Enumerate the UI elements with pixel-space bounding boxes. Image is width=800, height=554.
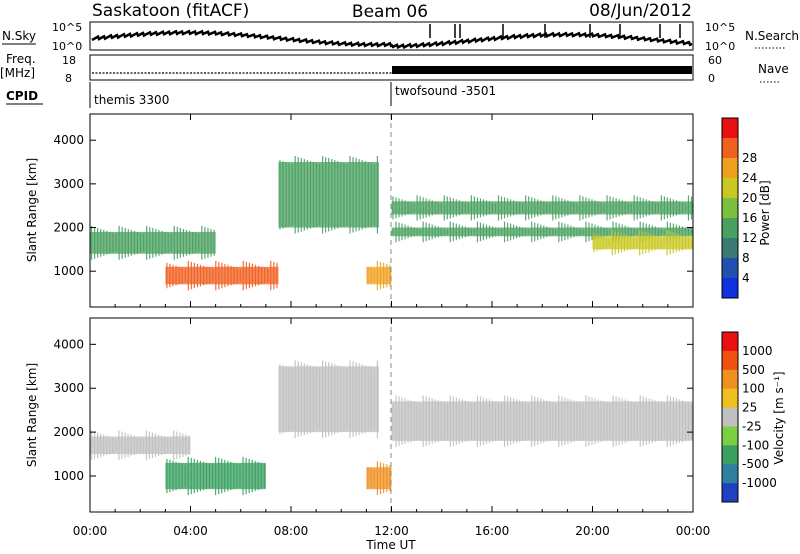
velocity-colorbar-cell bbox=[722, 483, 738, 503]
freq-panel: Freq. [MHz] 18 8 60 0 Nave bbox=[0, 52, 789, 85]
freq-left-tick-top: 18 bbox=[62, 54, 76, 67]
freq-label-line1: Freq. bbox=[6, 52, 36, 66]
cpid-panel: CPID themis 3300 twofsound -3501 bbox=[6, 82, 496, 108]
freq-left-tick-bottom: 8 bbox=[65, 72, 72, 85]
time-axis: 00:00 04:00 08:00 12:00 16:00 20:00 00:00 bbox=[73, 114, 711, 538]
velocity-ytick-label: 1000 bbox=[53, 469, 84, 483]
power-panel: 1000 2000 3000 4000 Slant Range [km] 4 8 12 16… bbox=[25, 113, 772, 308]
velocity-colorbar-tick: -25 bbox=[742, 419, 762, 433]
power-colorbar-tick: 24 bbox=[742, 171, 757, 185]
time-tick-label: 08:00 bbox=[274, 524, 309, 538]
power-ytick-label: 4000 bbox=[53, 133, 84, 147]
power-colorbar-cell bbox=[722, 238, 738, 259]
velocity-colorbar-cell bbox=[722, 388, 738, 409]
power-colorbar-cell bbox=[722, 158, 738, 179]
cpid-segment-themis: themis 3300 bbox=[94, 93, 169, 107]
nsky-left-tick-top: 10^5 bbox=[52, 21, 82, 34]
velocity-colorbar-cell bbox=[722, 426, 738, 446]
date-title: 08/Jun/2012 bbox=[589, 1, 692, 21]
time-axis-label: Time UT bbox=[365, 538, 416, 552]
power-colorbar-cell bbox=[722, 278, 738, 299]
power-colorbar-tick: 20 bbox=[742, 191, 757, 205]
time-tick-label: 04:00 bbox=[173, 524, 208, 538]
nsearch-label: N.Search bbox=[745, 29, 799, 43]
power-colorbar-cell bbox=[722, 198, 738, 219]
power-colorbar-tick: 8 bbox=[742, 251, 750, 265]
cpid-label: CPID bbox=[6, 89, 38, 103]
power-colorbar-cell bbox=[722, 218, 738, 239]
time-tick-label: 00:00 bbox=[73, 524, 108, 538]
power-colorbar-tick: 4 bbox=[742, 271, 750, 285]
time-tick-label: 16:00 bbox=[475, 524, 510, 538]
velocity-colorbar-frame bbox=[721, 331, 739, 503]
velocity-panel: 1000 2000 3000 4000 Slant Range [km] 1000 50… bbox=[25, 317, 786, 513]
power-colorbar-cell bbox=[722, 138, 738, 159]
velocity-ytick-label: 4000 bbox=[53, 337, 84, 351]
velocity-colorbar-cell bbox=[722, 332, 738, 352]
power-colorbar-cell bbox=[722, 118, 738, 139]
velocity-y-axis: 1000 2000 3000 4000 bbox=[53, 337, 693, 483]
power-colorbar-tick: 12 bbox=[742, 231, 757, 245]
velocity-colorbar-cell bbox=[722, 464, 738, 484]
power-colorbar: 4 8 12 16 20 24 28 bbox=[721, 117, 757, 299]
freq-label-line2: [MHz] bbox=[0, 66, 35, 80]
time-tick-label: 00:00 bbox=[676, 524, 711, 538]
velocity-colorbar-tick: 500 bbox=[742, 363, 765, 377]
power-echo-region bbox=[391, 227, 693, 237]
velocity-colorbar-tick: -1000 bbox=[742, 476, 777, 490]
velocity-colorbar-label: Velocity [m s⁻¹] bbox=[772, 371, 786, 464]
velocity-colorbar: 1000 500 100 25 -25 -100 -500 -1000 bbox=[721, 331, 777, 503]
velocity-colorbar-tick: 1000 bbox=[742, 344, 773, 358]
nave-right-tick-bottom: 0 bbox=[708, 72, 715, 85]
time-tick-label: 12:00 bbox=[374, 524, 409, 538]
velocity-colorbar-tick: 100 bbox=[742, 382, 765, 396]
nsky-right-tick-top: 10^5 bbox=[705, 21, 735, 34]
power-y-axis: 1000 2000 3000 4000 bbox=[53, 133, 693, 278]
power-ytick-label: 2000 bbox=[53, 221, 84, 235]
power-colorbar-tick: 16 bbox=[742, 211, 757, 225]
velocity-echo-region bbox=[391, 401, 693, 441]
nave-trace-twofsound bbox=[392, 66, 692, 74]
power-colorbar-cell bbox=[722, 178, 738, 199]
power-colorbar-tick: 28 bbox=[742, 151, 757, 165]
nsky-right-tick-bottom: 10^0 bbox=[705, 40, 735, 53]
velocity-colorbar-tick: -100 bbox=[742, 438, 769, 452]
velocity-colorbar-cell bbox=[722, 445, 738, 465]
power-ytick-label: 1000 bbox=[53, 264, 84, 278]
time-tick-label: 20:00 bbox=[575, 524, 610, 538]
velocity-ytick-label: 2000 bbox=[53, 425, 84, 439]
velocity-colorbar-cell bbox=[722, 407, 738, 427]
nsky-trace bbox=[91, 24, 693, 50]
power-echo-region bbox=[391, 201, 693, 215]
power-echo-regions bbox=[90, 156, 693, 291]
station-title: Saskatoon (fitACF) bbox=[92, 1, 249, 21]
nsky-noise-line bbox=[91, 29, 693, 50]
velocity-echo-region bbox=[366, 467, 392, 490]
velocity-echo-regions bbox=[90, 360, 693, 496]
nave-label: Nave bbox=[758, 62, 789, 76]
nsky-left-label: N.Sky bbox=[2, 29, 36, 43]
power-ytick-label: 3000 bbox=[53, 177, 84, 191]
power-colorbar-frame bbox=[721, 117, 739, 299]
nave-right-tick-top: 60 bbox=[708, 54, 722, 67]
cpid-segment-twofsound: twofsound -3501 bbox=[395, 84, 496, 98]
velocity-ylabel: Slant Range [km] bbox=[25, 363, 39, 467]
velocity-colorbar-cell bbox=[722, 369, 738, 390]
beam-title: Beam 06 bbox=[352, 2, 428, 22]
power-colorbar-cell bbox=[722, 258, 738, 279]
power-colorbar-label: Power [dB] bbox=[758, 180, 772, 245]
velocity-colorbar-cell bbox=[722, 350, 738, 371]
velocity-colorbar-tick: -500 bbox=[742, 457, 769, 471]
nsky-panel: N.Sky 10^5 10^0 10^5 10^0 N.Search bbox=[2, 21, 799, 53]
velocity-ytick-label: 3000 bbox=[53, 381, 84, 395]
power-ylabel: Slant Range [km] bbox=[25, 158, 39, 262]
velocity-colorbar-tick: 25 bbox=[742, 401, 757, 415]
nsky-left-tick-bottom: 10^0 bbox=[52, 40, 82, 53]
power-echo-region bbox=[366, 266, 392, 285]
